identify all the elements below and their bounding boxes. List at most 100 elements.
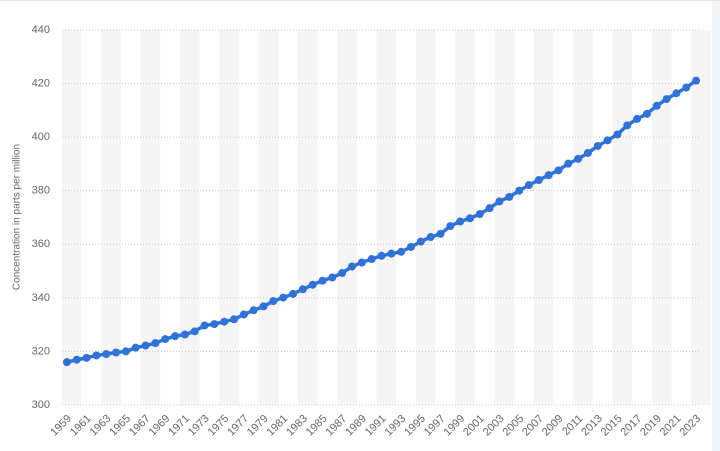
point bbox=[131, 343, 140, 352]
y-axis-label: Concentration in parts per million bbox=[12, 144, 23, 290]
x-tick-label: 1997 bbox=[422, 413, 448, 439]
point bbox=[82, 353, 91, 362]
band bbox=[140, 30, 161, 405]
point bbox=[672, 89, 681, 98]
point bbox=[406, 242, 415, 251]
x-tick-label: 2021 bbox=[658, 413, 684, 439]
x-tick-label: 2001 bbox=[461, 413, 487, 439]
point bbox=[102, 350, 111, 359]
point bbox=[446, 222, 455, 231]
point bbox=[456, 217, 465, 226]
band bbox=[455, 30, 475, 405]
point bbox=[72, 355, 81, 364]
point bbox=[534, 176, 543, 184]
point bbox=[269, 297, 278, 306]
point bbox=[308, 280, 317, 289]
bands bbox=[62, 30, 711, 405]
point bbox=[200, 321, 209, 330]
point bbox=[436, 229, 445, 238]
point bbox=[328, 273, 337, 282]
band bbox=[179, 30, 200, 405]
band bbox=[494, 30, 515, 405]
x-tick-label: 2005 bbox=[501, 413, 527, 439]
point bbox=[465, 214, 474, 223]
x-tick-label: 2003 bbox=[481, 413, 507, 439]
point bbox=[151, 339, 160, 348]
x-tick-label: 2023 bbox=[677, 413, 703, 439]
side-panel-edge bbox=[712, 0, 720, 451]
x-tick-label: 1995 bbox=[402, 413, 428, 439]
point bbox=[603, 136, 612, 145]
x-tick-label: 1987 bbox=[324, 413, 350, 439]
point bbox=[564, 159, 573, 168]
point bbox=[121, 347, 130, 356]
point bbox=[544, 171, 553, 180]
point bbox=[112, 348, 121, 357]
band bbox=[415, 30, 436, 405]
x-tick-label: 2015 bbox=[599, 413, 625, 439]
point bbox=[505, 192, 514, 201]
x-tick-label: 1993 bbox=[383, 413, 409, 439]
y-tick-label: 300 bbox=[32, 399, 50, 411]
band bbox=[612, 30, 633, 405]
point bbox=[161, 335, 170, 344]
point bbox=[416, 237, 425, 246]
band bbox=[533, 30, 554, 405]
y-tick-label: 440 bbox=[32, 24, 50, 36]
point bbox=[190, 327, 199, 336]
y-tick-label: 400 bbox=[32, 131, 50, 143]
band bbox=[651, 30, 672, 405]
x-tick-label: 2007 bbox=[520, 413, 546, 439]
point bbox=[662, 95, 671, 104]
point bbox=[338, 268, 347, 277]
x-tick-label: 2019 bbox=[638, 413, 664, 439]
point bbox=[377, 251, 386, 260]
point bbox=[524, 181, 533, 190]
point bbox=[642, 109, 651, 118]
x-tick-label: 1959 bbox=[48, 413, 74, 439]
point bbox=[367, 255, 376, 264]
point bbox=[583, 148, 592, 157]
point bbox=[298, 285, 307, 294]
y-tick-label: 320 bbox=[32, 345, 50, 357]
point bbox=[426, 233, 435, 242]
x-tick-label: 2011 bbox=[560, 413, 585, 438]
band bbox=[376, 30, 397, 405]
x-tick-label: 2013 bbox=[579, 413, 605, 439]
point bbox=[259, 302, 268, 311]
y-tick-label: 340 bbox=[32, 292, 50, 304]
point bbox=[397, 247, 406, 256]
x-tick-label: 1965 bbox=[107, 413, 133, 439]
x-tick-label: 2009 bbox=[540, 413, 566, 439]
point bbox=[652, 101, 661, 110]
point bbox=[171, 332, 180, 341]
point bbox=[475, 210, 484, 219]
x-tick-label: 1979 bbox=[245, 413, 271, 439]
x-tick-label: 1981 bbox=[265, 413, 291, 439]
point bbox=[357, 258, 366, 267]
x-tick-label: 1969 bbox=[147, 413, 173, 439]
point bbox=[574, 154, 583, 163]
x-tick-label: 1973 bbox=[186, 413, 212, 439]
point bbox=[515, 186, 524, 195]
point bbox=[613, 130, 622, 139]
point bbox=[141, 341, 150, 350]
point bbox=[485, 204, 494, 213]
x-tick-label: 1999 bbox=[442, 413, 468, 439]
x-tick-label: 1989 bbox=[343, 413, 369, 439]
x-tick-label: 1991 bbox=[363, 413, 389, 439]
point bbox=[239, 310, 248, 319]
x-tick-label: 1967 bbox=[127, 413, 153, 439]
y-tick-label: 420 bbox=[32, 77, 50, 89]
band bbox=[62, 30, 82, 405]
x-tick-label: 1977 bbox=[225, 413, 251, 439]
point bbox=[348, 262, 357, 271]
x-tick-label: 1983 bbox=[284, 413, 310, 439]
band bbox=[219, 30, 239, 405]
point bbox=[249, 306, 258, 315]
x-tick-label: 2017 bbox=[618, 413, 644, 439]
band bbox=[691, 30, 711, 405]
y-tick-label: 380 bbox=[32, 185, 50, 197]
point bbox=[692, 76, 701, 85]
